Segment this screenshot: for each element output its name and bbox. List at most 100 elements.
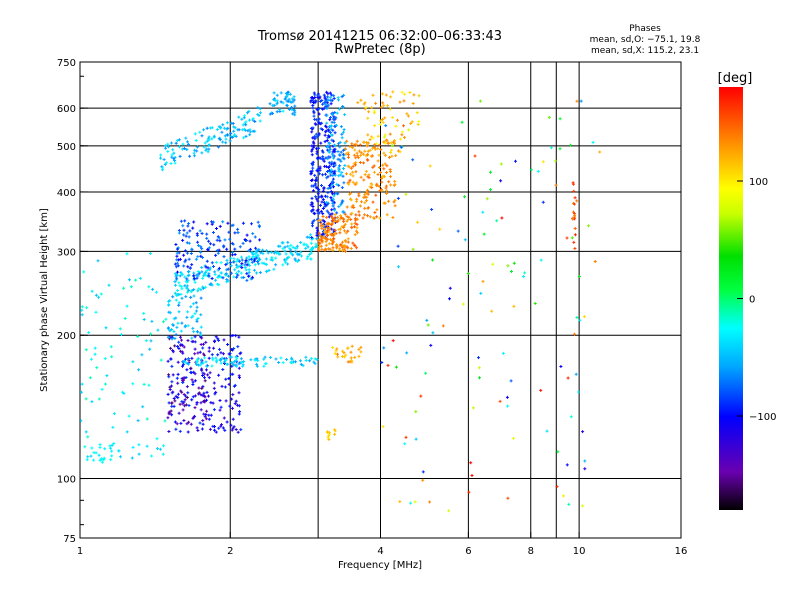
data-point [95, 366, 99, 370]
data-point [334, 349, 338, 353]
data-point [244, 268, 248, 272]
colorbar-tick-label: −100 [749, 412, 776, 423]
data-point [187, 241, 191, 245]
data-point [227, 274, 230, 278]
data-point [94, 293, 98, 297]
data-point [356, 231, 359, 235]
data-point [334, 116, 338, 120]
data-point [279, 100, 283, 104]
data-point [192, 271, 196, 275]
data-point [176, 381, 180, 385]
data-point [337, 205, 341, 209]
data-point [225, 268, 229, 272]
data-point [247, 249, 251, 253]
data-point [224, 399, 228, 403]
data-point [312, 101, 315, 104]
data-point [383, 153, 387, 157]
data-point [195, 319, 199, 323]
data-point [351, 170, 355, 174]
data-point [321, 198, 325, 202]
data-point [217, 125, 221, 129]
data-point [491, 262, 495, 266]
data-point [323, 202, 327, 206]
data-point [360, 200, 363, 204]
data-point [290, 361, 294, 365]
data-point [89, 454, 93, 458]
data-point [263, 362, 267, 366]
data-point [232, 347, 236, 350]
data-point [342, 167, 345, 171]
data-point [285, 95, 289, 99]
data-point [272, 267, 276, 271]
data-point [579, 99, 583, 103]
data-point [357, 156, 360, 160]
data-point [324, 172, 327, 176]
data-point [123, 317, 127, 320]
data-point [377, 185, 381, 188]
data-point [190, 336, 194, 340]
data-point [332, 194, 336, 198]
data-point [172, 330, 176, 333]
data-point [342, 93, 346, 97]
data-point [236, 403, 239, 407]
data-point [411, 102, 415, 105]
data-point [244, 134, 248, 138]
data-point [312, 114, 316, 118]
data-point [125, 252, 129, 256]
data-point [578, 318, 582, 322]
data-point [221, 368, 225, 371]
data-point [179, 219, 183, 223]
data-point [159, 358, 163, 362]
data-point [346, 237, 350, 241]
data-point [379, 171, 383, 174]
data-point [363, 201, 367, 205]
data-point [320, 226, 324, 230]
data-point [200, 232, 204, 235]
data-point [281, 263, 285, 267]
data-point [184, 403, 188, 407]
data-point [339, 125, 343, 129]
data-point [332, 156, 336, 160]
data-point [167, 430, 171, 433]
data-point [246, 129, 250, 133]
data-point [330, 192, 334, 196]
data-point [389, 183, 393, 187]
data-point [316, 192, 320, 196]
data-point [326, 157, 330, 161]
data-point [278, 108, 282, 112]
data-point [98, 445, 102, 449]
data-point [201, 385, 205, 389]
data-point [286, 244, 290, 248]
data-point [336, 215, 340, 219]
data-point [393, 179, 397, 183]
data-point [203, 376, 206, 380]
data-point [219, 358, 222, 362]
data-point [330, 168, 333, 172]
data-point [199, 254, 203, 258]
data-point [229, 271, 233, 275]
data-point [333, 228, 337, 232]
data-point [309, 257, 313, 261]
data-point [176, 372, 180, 376]
data-point [247, 274, 251, 278]
data-point [428, 164, 432, 168]
data-point [199, 393, 203, 397]
data-point [256, 359, 260, 363]
data-point [186, 290, 189, 294]
data-point [207, 376, 211, 380]
data-point [331, 219, 335, 222]
data-point [331, 248, 335, 252]
data-point [403, 442, 407, 446]
data-point [354, 170, 358, 174]
data-point [209, 413, 213, 417]
data-point [339, 150, 343, 154]
data-point [225, 420, 229, 424]
data-point [253, 263, 257, 267]
data-point [185, 368, 189, 372]
data-point [341, 210, 345, 214]
data-point [321, 207, 325, 210]
data-point [234, 134, 238, 138]
data-point [405, 112, 409, 116]
data-point [224, 377, 228, 381]
